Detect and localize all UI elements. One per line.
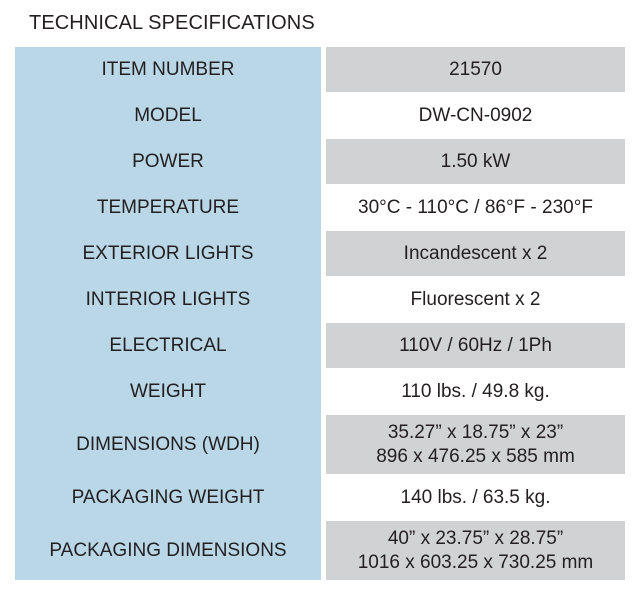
spec-value-text: Fluorescent x 2 xyxy=(410,288,541,310)
spec-label-packaging-dimensions: PACKAGING DIMENSIONS xyxy=(49,539,287,561)
spec-value-packaging-dimensions: 40” x 23.75” x 28.75” 1016 x 603.25 x 73… xyxy=(326,521,625,580)
spec-value-weight: 110 lbs. / 49.8 kg. xyxy=(326,369,625,414)
spec-value-line-imperial: 35.27” x 18.75” x 23” xyxy=(387,421,564,443)
spec-value-text: 110 lbs. / 49.8 kg. xyxy=(401,380,550,402)
specifications-table: ITEM NUMBER MODEL POWER TEMPERATURE EXTE… xyxy=(15,47,625,580)
spec-value-text: Incandescent x 2 xyxy=(403,242,548,264)
spec-label-interior-lights: INTERIOR LIGHTS xyxy=(85,288,251,310)
label-column: ITEM NUMBER MODEL POWER TEMPERATURE EXTE… xyxy=(15,47,321,580)
spec-value-packaging-weight: 140 lbs. / 63.5 kg. xyxy=(326,475,625,520)
spec-value-text: 30°C - 110°C / 86°F - 230°F xyxy=(358,196,593,218)
spec-value-interior-lights: Fluorescent x 2 xyxy=(326,277,625,322)
spec-value-text: 140 lbs. / 63.5 kg. xyxy=(400,486,551,508)
spec-label-weight: WEIGHT xyxy=(130,380,206,402)
spec-label-dimensions: DIMENSIONS (WDH) xyxy=(76,433,260,455)
page-title: TECHNICAL SPECIFICATIONS xyxy=(29,12,315,34)
spec-label-electrical: ELECTRICAL xyxy=(109,334,227,356)
spec-value-text: 110V / 60Hz / 1Ph xyxy=(399,334,552,356)
spec-value-electrical: 110V / 60Hz / 1Ph xyxy=(326,323,625,368)
spec-label-packaging-weight: PACKAGING WEIGHT xyxy=(71,486,265,508)
spec-value-power: 1.50 kW xyxy=(326,139,625,184)
spec-value-item-number: 21570 xyxy=(326,47,625,92)
spec-label-item-number: ITEM NUMBER xyxy=(101,58,235,80)
spec-label-model: MODEL xyxy=(134,104,202,126)
spec-value-line-metric: 1016 x 603.25 x 730.25 mm xyxy=(357,551,594,573)
spec-value-exterior-lights: Incandescent x 2 xyxy=(326,231,625,276)
spec-value-line-metric: 896 x 476.25 x 585 mm xyxy=(376,445,575,467)
spec-label-temperature: TEMPERATURE xyxy=(96,196,240,218)
spec-value-line-imperial: 40” x 23.75” x 28.75” xyxy=(387,527,564,549)
spec-value-text: 21570 xyxy=(449,58,502,80)
spec-value-temperature: 30°C - 110°C / 86°F - 230°F xyxy=(326,185,625,230)
spec-value-dimensions: 35.27” x 18.75” x 23” 896 x 476.25 x 585… xyxy=(326,415,625,474)
spec-value-text: 1.50 kW xyxy=(440,150,511,172)
spec-label-power: POWER xyxy=(132,150,204,172)
value-column: 21570 DW-CN-0902 1.50 kW 30°C - 110°C / … xyxy=(326,47,625,580)
spec-label-exterior-lights: EXTERIOR LIGHTS xyxy=(82,242,254,264)
spec-value-text: DW-CN-0902 xyxy=(418,104,533,126)
spec-value-model: DW-CN-0902 xyxy=(326,93,625,138)
